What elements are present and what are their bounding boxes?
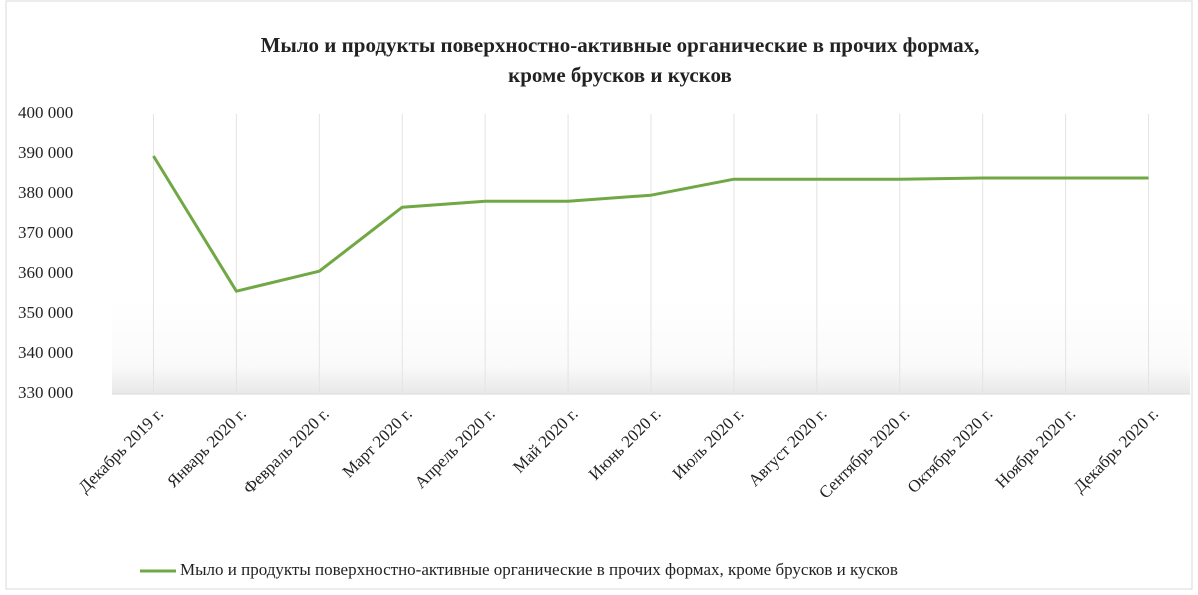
legend-label: Мыло и продукты поверхностно-активные ор… [180, 560, 898, 579]
chart-border [5, 0, 1193, 590]
chart-title: кроме брусков и кусков [508, 63, 732, 87]
y-tick-label: 350 000 [18, 303, 73, 322]
y-tick-label: 340 000 [18, 343, 73, 362]
y-tick-label: 360 000 [18, 263, 73, 282]
y-tick-label: 400 000 [18, 103, 73, 122]
y-tick-label: 330 000 [18, 383, 73, 402]
y-tick-label: 370 000 [18, 223, 73, 242]
chart-title: Мыло и продукты поверхностно-активные ор… [261, 33, 980, 57]
series-line [152, 155, 1149, 293]
y-tick-label: 380 000 [18, 183, 73, 202]
y-tick-label: 390 000 [18, 143, 73, 162]
